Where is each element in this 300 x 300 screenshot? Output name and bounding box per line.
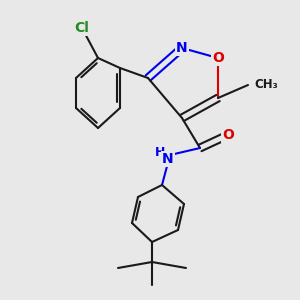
Text: N: N	[162, 152, 174, 166]
Text: CH₃: CH₃	[254, 79, 278, 92]
Text: O: O	[212, 51, 224, 65]
Text: N: N	[176, 41, 188, 55]
Text: H: H	[155, 146, 165, 158]
Text: Cl: Cl	[75, 21, 89, 35]
Text: O: O	[222, 128, 234, 142]
